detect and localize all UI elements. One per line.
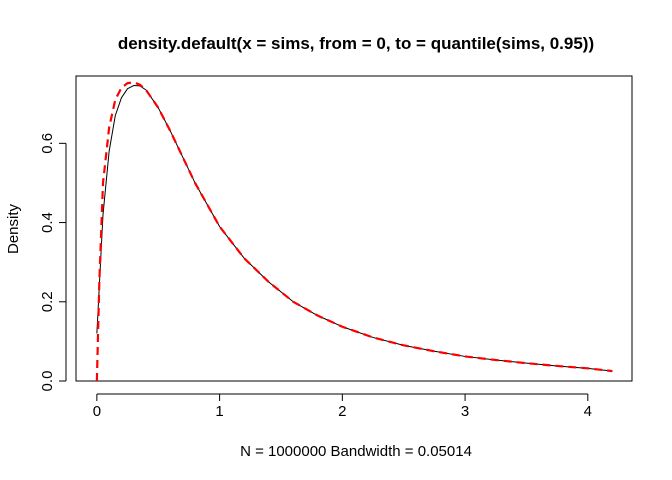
y-tick-label: 0.6 <box>39 133 56 154</box>
theoretical-density-line <box>97 82 612 381</box>
x-axis-label: N = 1000000 Bandwidth = 0.05014 <box>240 443 472 460</box>
density-estimate-line <box>97 86 612 372</box>
x-tick-label: 3 <box>461 403 469 420</box>
x-tick-label: 0 <box>93 403 101 420</box>
y-tick-label: 0.2 <box>39 291 56 312</box>
y-tick-label: 0.4 <box>39 212 56 233</box>
y-axis-label: Density <box>5 203 22 254</box>
x-tick-label: 2 <box>338 403 346 420</box>
y-axis: 0.0 0.2 0.4 0.6 <box>39 133 66 392</box>
x-tick-label: 1 <box>215 403 223 420</box>
x-axis: 0 1 2 3 4 <box>93 394 592 420</box>
plot-box <box>76 76 632 381</box>
x-tick-label: 4 <box>584 403 592 420</box>
chart-title: density.default(x = sims, from = 0, to =… <box>118 34 594 53</box>
series-layer <box>97 82 612 381</box>
y-tick-label: 0.0 <box>39 371 56 392</box>
